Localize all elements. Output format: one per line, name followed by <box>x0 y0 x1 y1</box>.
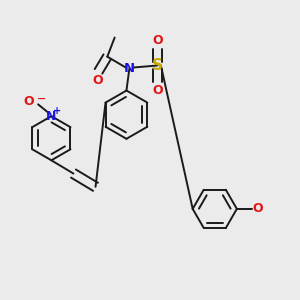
Text: N: N <box>46 110 56 123</box>
Text: O: O <box>92 74 103 87</box>
Text: −: − <box>37 94 46 104</box>
Text: O: O <box>152 34 163 47</box>
Text: O: O <box>23 95 34 108</box>
Text: +: + <box>53 106 61 116</box>
Text: O: O <box>152 84 163 97</box>
Text: N: N <box>124 62 135 75</box>
Text: S: S <box>152 58 163 73</box>
Text: O: O <box>253 202 263 215</box>
